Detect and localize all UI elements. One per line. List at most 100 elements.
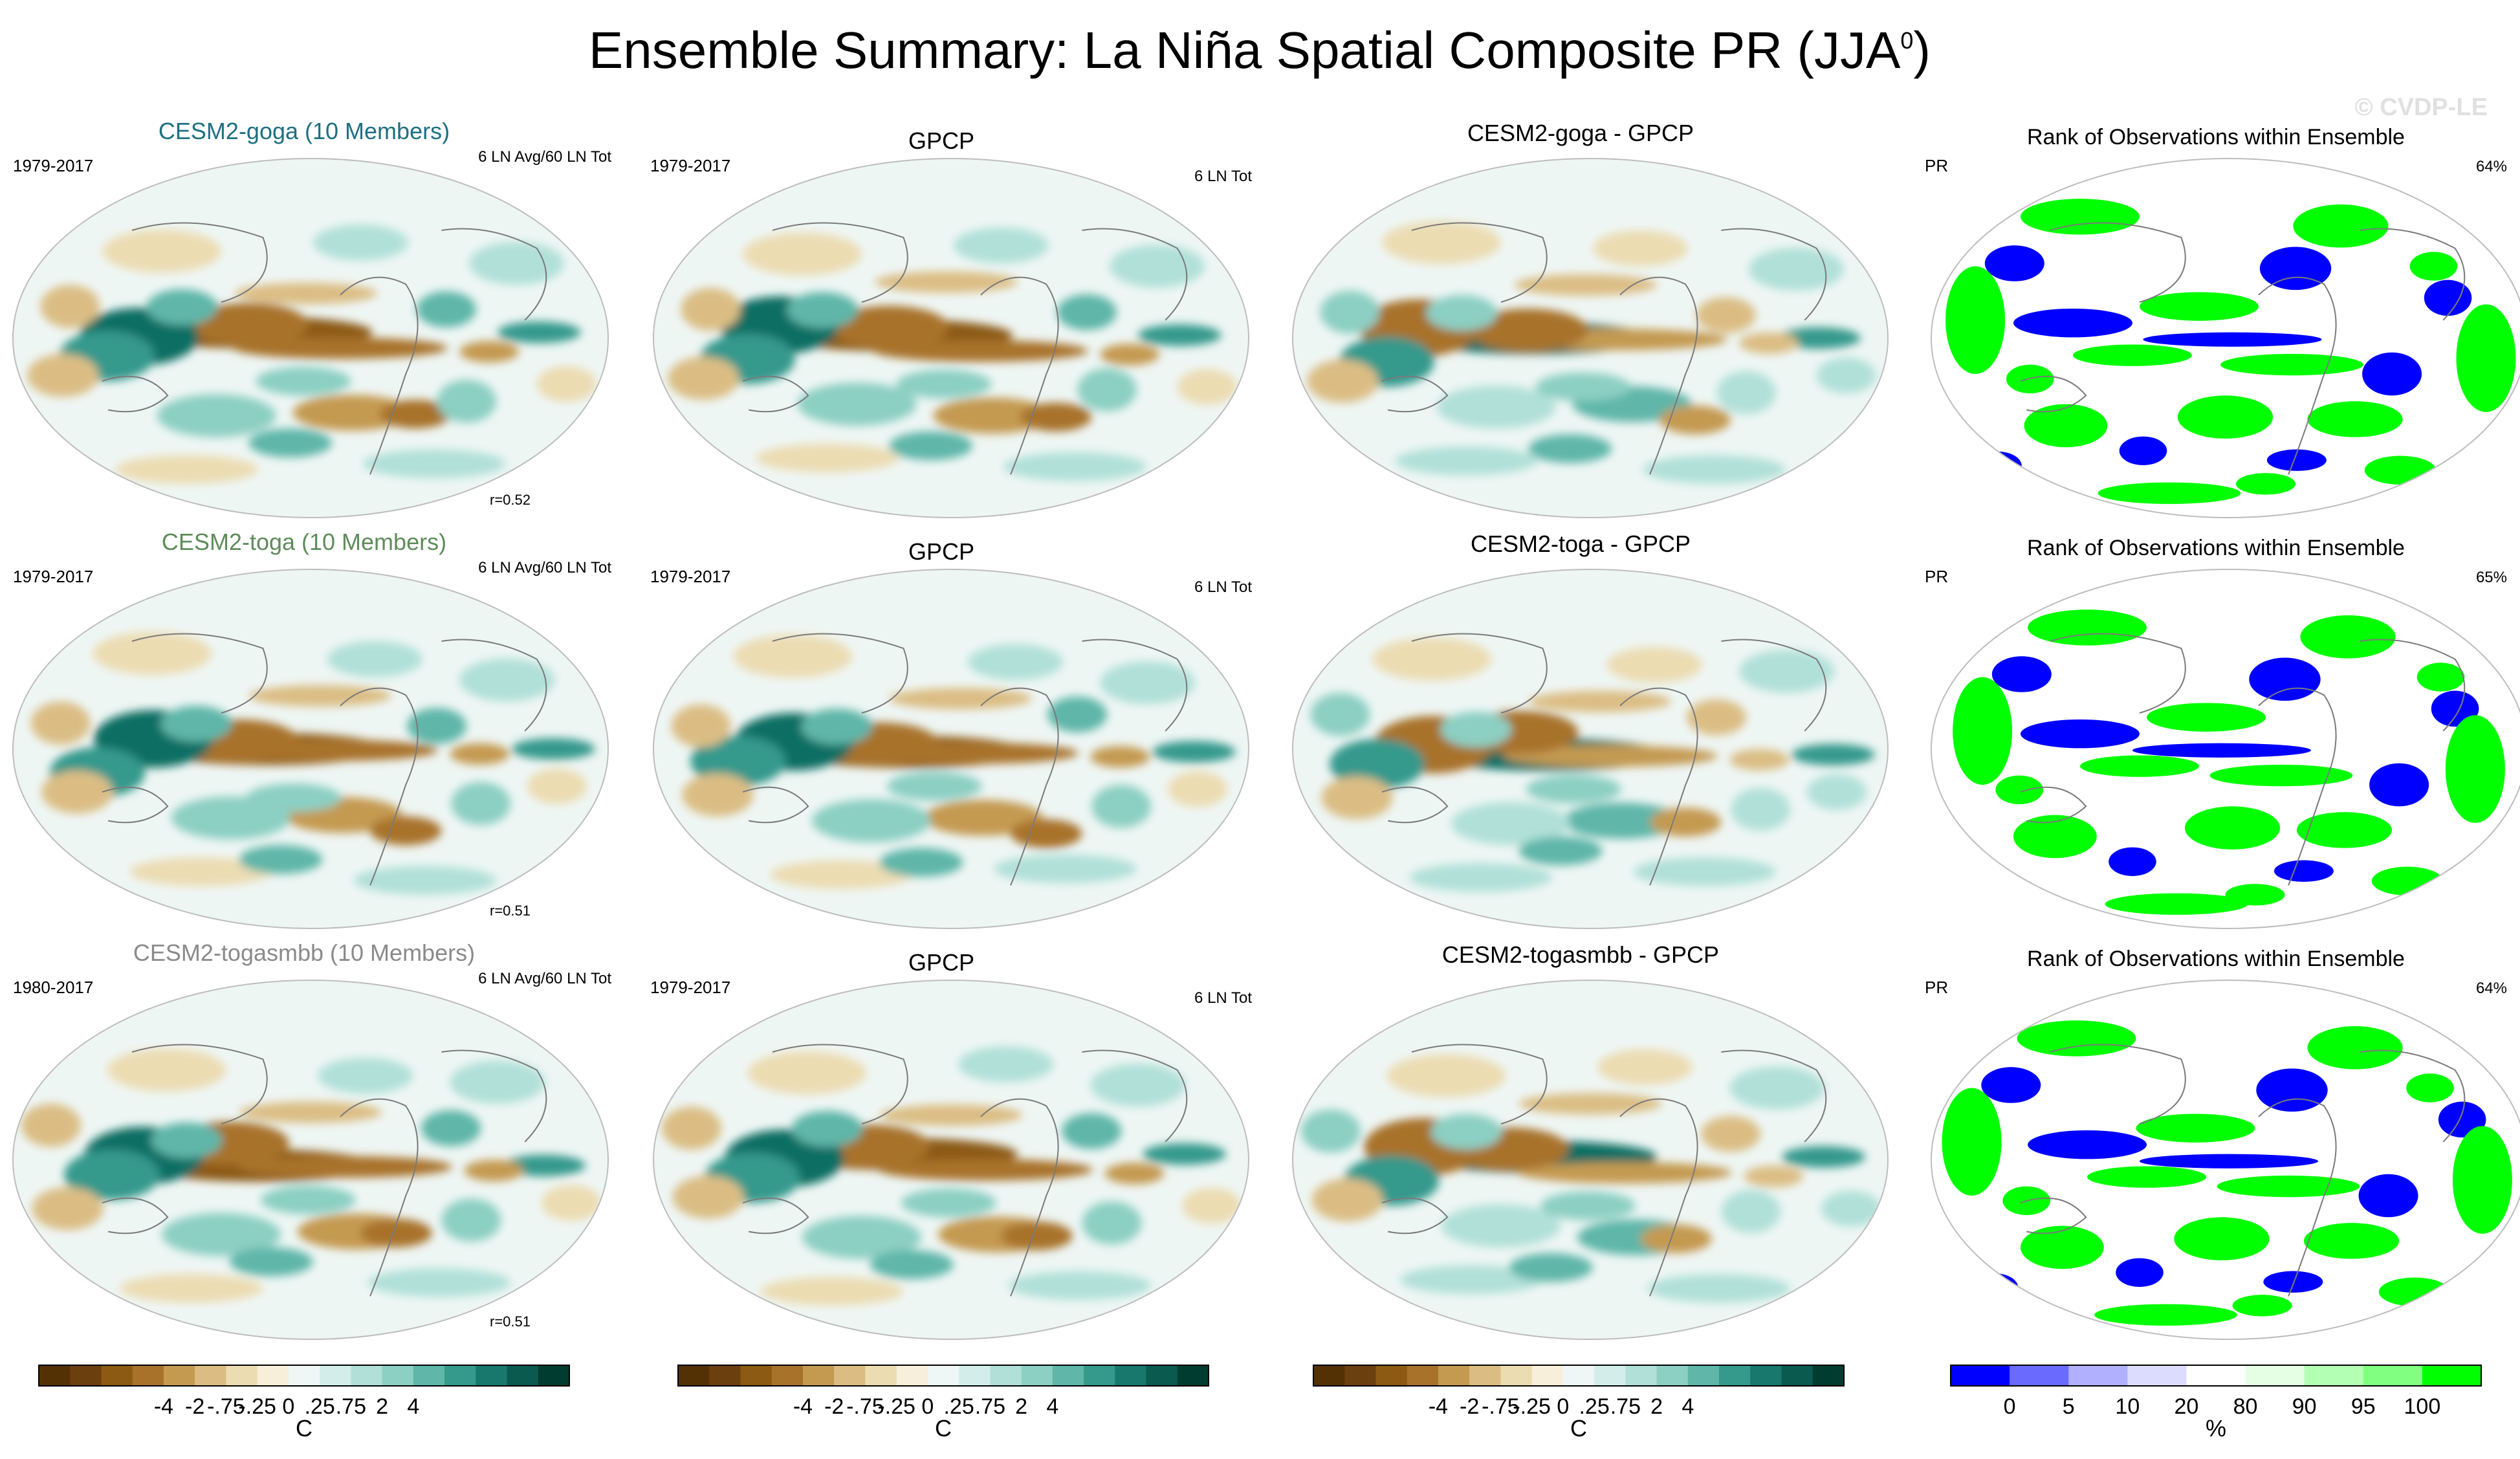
model-event-count: 6 LN Avg/60 LN Tot bbox=[478, 559, 611, 576]
anomaly-region bbox=[1606, 646, 1702, 683]
map-outline bbox=[1292, 569, 1889, 929]
anomaly-region bbox=[967, 644, 1063, 680]
map-outline bbox=[12, 980, 609, 1340]
model-event-count: 6 LN Avg/60 LN Tot bbox=[478, 148, 611, 166]
colorbar-1: -4 -2 -.75-.25 0 .25.75 2 4 C bbox=[38, 1365, 570, 1442]
colorbar-swatch bbox=[1781, 1365, 1813, 1386]
coastline bbox=[2360, 228, 2466, 321]
anomaly-region bbox=[1321, 776, 1393, 820]
colorbar-tick-label: 2 bbox=[1015, 1394, 1027, 1419]
colorbar-swatch bbox=[1951, 1365, 2010, 1386]
colorbar-tick-label: 4 bbox=[1046, 1394, 1058, 1419]
anomaly-region bbox=[1307, 359, 1379, 403]
anomaly-region bbox=[1517, 1161, 1732, 1184]
rank-region bbox=[2362, 352, 2422, 396]
map-field bbox=[653, 159, 1249, 518]
rank-percent: 64% bbox=[2476, 158, 2507, 175]
coastline bbox=[340, 276, 419, 475]
rank-region bbox=[2116, 1258, 2164, 1287]
rank-region bbox=[2409, 252, 2458, 281]
colorbar-swatch bbox=[1438, 1365, 1470, 1386]
anomaly-region bbox=[1440, 711, 1512, 748]
anomaly-region bbox=[1528, 690, 1672, 712]
anomaly-region bbox=[889, 431, 973, 461]
coastline bbox=[980, 276, 1059, 475]
colorbar-swatch bbox=[288, 1365, 320, 1386]
colorbar-unit: C bbox=[1570, 1415, 1587, 1442]
anomaly-region bbox=[1008, 1271, 1152, 1300]
colorbar-swatch bbox=[896, 1365, 928, 1386]
coastline bbox=[2258, 1098, 2337, 1297]
colorbar-swatch bbox=[1562, 1365, 1595, 1386]
anomaly-region bbox=[1526, 774, 1621, 804]
model-title: CESM2-goga (10 Members) bbox=[159, 118, 450, 144]
anomaly-region bbox=[239, 845, 323, 874]
rank-region bbox=[2021, 199, 2140, 235]
coastline bbox=[1619, 1098, 1698, 1297]
rank-region bbox=[2232, 1295, 2292, 1317]
map-field bbox=[1293, 569, 1888, 928]
anomaly-region bbox=[1372, 637, 1492, 681]
rank-region bbox=[2249, 657, 2321, 701]
colorbar-frame bbox=[677, 1365, 1209, 1387]
rank-variable: PR bbox=[1925, 978, 1948, 997]
pattern-correlation: r=0.51 bbox=[490, 903, 531, 919]
obs-title: GPCP bbox=[908, 538, 974, 565]
rank-percent: 64% bbox=[2476, 980, 2507, 997]
anomaly-region bbox=[459, 340, 519, 363]
pattern-correlation: r=0.52 bbox=[490, 492, 531, 508]
colorbar-tick-label: -.25 bbox=[1513, 1394, 1551, 1419]
anomaly-region bbox=[958, 1046, 1054, 1082]
rank-region bbox=[2307, 1026, 2403, 1070]
colorbar-swatch bbox=[382, 1365, 414, 1386]
rank-region bbox=[2136, 1113, 2255, 1143]
colorbar-swatch bbox=[2245, 1365, 2305, 1386]
coastline bbox=[1381, 1197, 1449, 1234]
anomaly-region bbox=[1739, 332, 1799, 354]
anomaly-region bbox=[1748, 247, 1844, 291]
coastline bbox=[1082, 228, 1188, 321]
anomaly-region bbox=[1592, 230, 1688, 267]
anomaly-region bbox=[441, 1198, 501, 1242]
rank-region bbox=[2028, 609, 2147, 646]
anomaly-region bbox=[151, 1122, 223, 1159]
rank-region bbox=[2263, 1271, 2323, 1293]
panel-grid: CESM2-goga (10 Members) 1979-2017 6 LN Avg… bbox=[12, 118, 2520, 1340]
anomaly-region bbox=[1109, 245, 1205, 288]
anomaly-region bbox=[157, 394, 276, 437]
diff-title: CESM2-goga - GPCP bbox=[1467, 120, 1694, 146]
anomaly-region bbox=[1633, 857, 1777, 886]
map-field bbox=[1931, 159, 2520, 518]
rank-region bbox=[2087, 1166, 2207, 1188]
anomaly-region bbox=[260, 1185, 356, 1214]
anomaly-region bbox=[246, 783, 342, 813]
rank-variable: PR bbox=[1925, 156, 1948, 175]
colorbar-tick-label: 4 bbox=[1682, 1394, 1694, 1419]
anomaly-region bbox=[791, 1111, 863, 1147]
anomaly-region bbox=[1310, 692, 1370, 736]
anomaly-region bbox=[879, 848, 963, 877]
anomaly-region bbox=[1104, 1162, 1165, 1185]
rank-region bbox=[2132, 743, 2311, 758]
map-field bbox=[1293, 159, 1888, 518]
figure-title: Ensemble Summary: La Niña Spatial Compos… bbox=[589, 21, 1931, 79]
anomaly-region bbox=[875, 271, 1018, 293]
anomaly-region bbox=[64, 1149, 160, 1200]
anomaly-region bbox=[497, 321, 581, 344]
colorbar-tick-label: 90 bbox=[2292, 1394, 2317, 1419]
anomaly-region bbox=[1650, 807, 1722, 837]
colorbar-swatch bbox=[1750, 1365, 1782, 1386]
anomaly-region bbox=[1716, 371, 1777, 415]
map-outline bbox=[1931, 569, 2520, 929]
anomaly-region bbox=[102, 229, 221, 273]
colorbar-swatch bbox=[444, 1365, 476, 1386]
anomaly-region bbox=[248, 428, 333, 457]
anomaly-region bbox=[239, 1101, 382, 1123]
anomaly-region bbox=[1057, 294, 1117, 331]
coastline bbox=[2020, 1197, 2087, 1234]
map-field bbox=[13, 569, 608, 928]
anomaly-region bbox=[1540, 1191, 1636, 1220]
anomaly-region bbox=[1300, 1109, 1361, 1153]
colorbar-swatch bbox=[507, 1365, 539, 1386]
